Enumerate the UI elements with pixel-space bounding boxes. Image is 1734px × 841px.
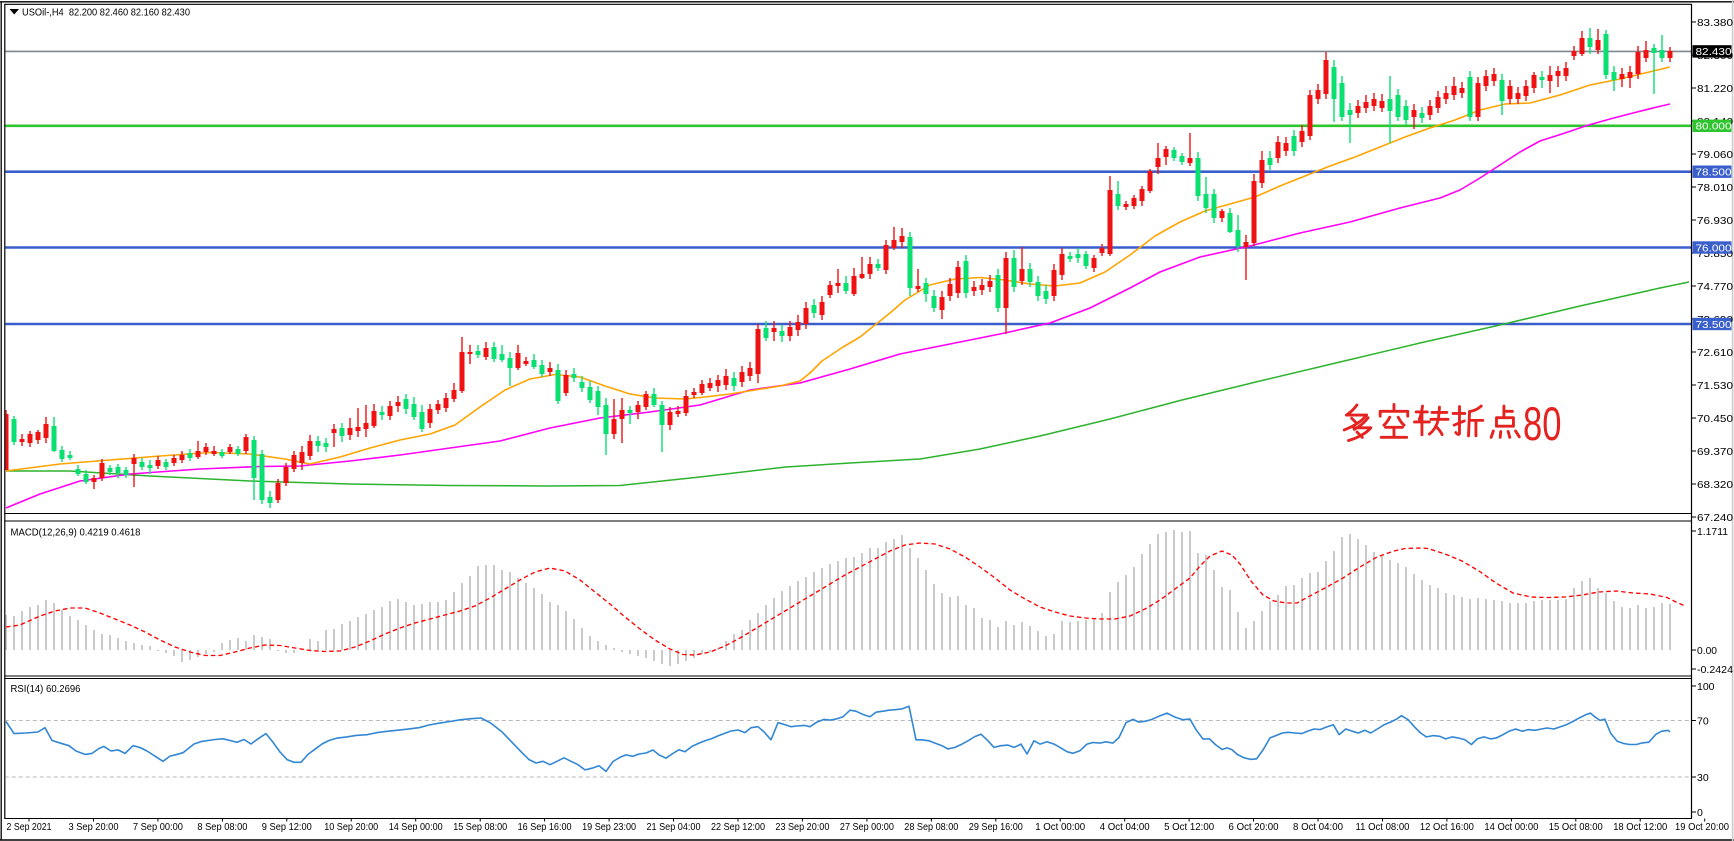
svg-text:80.000: 80.000 (1696, 121, 1732, 133)
svg-text:79.060: 79.060 (1697, 149, 1733, 161)
svg-text:MACD(12,26,9) 0.4219 0.4618: MACD(12,26,9) 0.4219 0.4618 (11, 527, 141, 539)
svg-text:8 Oct 04:00: 8 Oct 04:00 (1293, 821, 1343, 833)
svg-text:16 Sep 16:00: 16 Sep 16:00 (518, 821, 572, 833)
svg-text:14 Oct 00:00: 14 Oct 00:00 (1484, 821, 1538, 833)
svg-text:71.530: 71.530 (1697, 380, 1733, 392)
svg-text:15 Oct 08:00: 15 Oct 08:00 (1549, 821, 1603, 833)
svg-text:67.240: 67.240 (1697, 512, 1733, 524)
svg-text:1.1711: 1.1711 (1697, 526, 1728, 538)
svg-text:80: 80 (1523, 397, 1562, 450)
svg-text:11 Oct 08:00: 11 Oct 08:00 (1356, 821, 1410, 833)
svg-text:22 Sep 12:00: 22 Sep 12:00 (711, 821, 765, 833)
svg-text:78.500: 78.500 (1696, 167, 1732, 179)
svg-text:76.930: 76.930 (1697, 215, 1733, 227)
svg-text:1 Oct 00:00: 1 Oct 00:00 (1035, 821, 1085, 833)
svg-text:14 Sep 00:00: 14 Sep 00:00 (389, 821, 443, 833)
svg-text:83.380: 83.380 (1697, 17, 1733, 29)
svg-text:68.320: 68.320 (1697, 479, 1733, 491)
svg-text:76.000: 76.000 (1696, 242, 1732, 254)
svg-text:69.370: 69.370 (1697, 446, 1733, 458)
svg-text:23 Sep 20:00: 23 Sep 20:00 (775, 821, 829, 833)
svg-text:100: 100 (1697, 681, 1715, 693)
svg-text:82.430: 82.430 (1696, 46, 1732, 58)
svg-text:28 Sep 08:00: 28 Sep 08:00 (904, 821, 958, 833)
svg-text:29 Sep 16:00: 29 Sep 16:00 (969, 821, 1023, 833)
svg-text:0: 0 (1697, 807, 1703, 819)
svg-text:USOil-,H4 82.200 82.460 82.16: USOil-,H4 82.200 82.460 82.160 82.430 (22, 7, 190, 19)
svg-text:7 Sep 00:00: 7 Sep 00:00 (133, 821, 183, 833)
svg-text:19 Sep 23:00: 19 Sep 23:00 (582, 821, 636, 833)
svg-text:30: 30 (1697, 772, 1709, 784)
svg-text:70.450: 70.450 (1697, 413, 1733, 425)
svg-text:12 Oct 16:00: 12 Oct 16:00 (1420, 821, 1474, 833)
svg-text:70: 70 (1697, 715, 1709, 727)
svg-text:19 Oct 20:00: 19 Oct 20:00 (1675, 821, 1729, 833)
svg-text:72.610: 72.610 (1697, 347, 1733, 359)
svg-text:0.00: 0.00 (1697, 645, 1717, 657)
svg-text:21 Sep 04:00: 21 Sep 04:00 (647, 821, 701, 833)
svg-text:2 Sep 2021: 2 Sep 2021 (7, 821, 52, 833)
svg-text:27 Sep 00:00: 27 Sep 00:00 (840, 821, 894, 833)
svg-text:73.500: 73.500 (1696, 319, 1732, 331)
svg-text:6 Oct 20:00: 6 Oct 20:00 (1229, 821, 1279, 833)
svg-text:RSI(14) 60.2696: RSI(14) 60.2696 (11, 683, 81, 695)
svg-text:3 Sep 20:00: 3 Sep 20:00 (69, 821, 119, 833)
svg-text:8 Sep 08:00: 8 Sep 08:00 (197, 821, 247, 833)
svg-text:5 Oct 12:00: 5 Oct 12:00 (1164, 821, 1214, 833)
svg-text:18 Oct 12:00: 18 Oct 12:00 (1613, 821, 1667, 833)
svg-text:-0.2424: -0.2424 (1697, 664, 1733, 676)
svg-text:9 Sep 12:00: 9 Sep 12:00 (262, 821, 312, 833)
svg-text:81.220: 81.220 (1697, 83, 1733, 95)
svg-text:78.010: 78.010 (1697, 182, 1733, 194)
svg-text:4 Oct 04:00: 4 Oct 04:00 (1100, 821, 1150, 833)
svg-text:74.770: 74.770 (1697, 281, 1733, 293)
svg-text:10 Sep 20:00: 10 Sep 20:00 (324, 821, 378, 833)
svg-text:15 Sep 08:00: 15 Sep 08:00 (453, 821, 507, 833)
